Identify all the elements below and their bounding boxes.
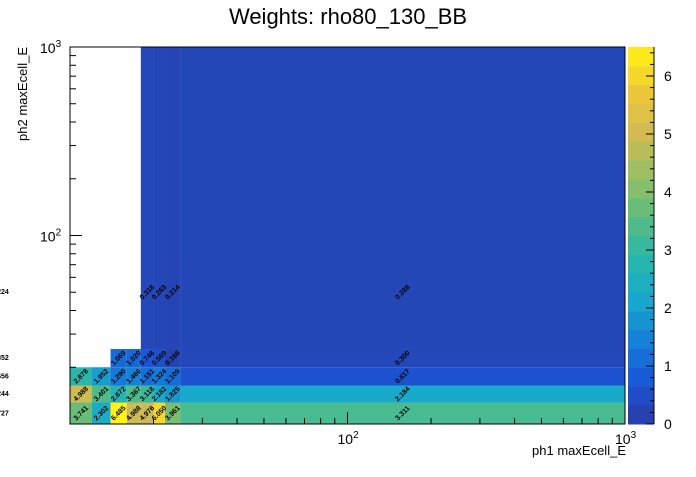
heatmap-cell: [165, 385, 181, 403]
colorbar-band: [628, 65, 654, 86]
x-tick-label: 102: [338, 430, 360, 447]
heatmap-cell: [153, 348, 166, 368]
ticks-layer: 102 103 102 103: [40, 39, 637, 447]
heatmap-cell: [165, 367, 181, 386]
cell-value-label: 0.352: [0, 355, 9, 362]
heatmap-cell: [70, 402, 92, 424]
colorbar-band: [628, 367, 654, 387]
chart-title: Weights: rho80_130_BB: [229, 4, 467, 29]
heatmap-cell: [110, 402, 127, 424]
colorbar-band: [628, 329, 654, 350]
colorbar-band: [628, 197, 654, 218]
cells-layer: [70, 47, 626, 424]
heatmap-cell: [140, 47, 154, 349]
heatmap-cell: [70, 385, 92, 403]
y-axis-title: ph2 maxEcell_E: [15, 47, 30, 141]
cell-value-label: 2.727: [0, 410, 9, 417]
heatmap-cell: [126, 348, 141, 368]
heatmap-cell: [165, 348, 181, 368]
heatmap-cell: [153, 385, 166, 403]
colorbar-band: [628, 292, 654, 312]
heatmap-cell: [165, 47, 181, 349]
colorbar-tick-label: 6: [664, 68, 672, 84]
colorbar-tick-label: 2: [664, 300, 672, 316]
heatmap-cell: [140, 385, 154, 403]
x-tick-label: 103: [615, 430, 637, 447]
heatmap-cell: [110, 385, 127, 403]
heatmap-cell: [153, 367, 166, 386]
colorbar-band: [628, 47, 654, 67]
heatmap-cell: [180, 348, 626, 368]
colorbar-band: [628, 178, 654, 199]
cell-value-label: 1.244: [0, 391, 9, 398]
heatmap-cell: [91, 402, 111, 424]
heatmap-cell: [153, 402, 166, 424]
colorbar-band: [628, 310, 654, 331]
colorbar-band: [628, 103, 654, 123]
heatmap-cell: [70, 367, 92, 386]
heatmap-cell: [126, 385, 141, 403]
y-tick-label: 102: [40, 228, 62, 245]
heatmap-cell: [110, 367, 127, 386]
colorbar-band: [628, 386, 654, 406]
colorbar-tick-label: 1: [664, 358, 672, 374]
colorbar: 0 1 2 3 4 5 6: [628, 47, 672, 432]
heatmap-cell: [140, 348, 154, 368]
colorbar-band: [628, 348, 654, 368]
colorbar-band: [628, 254, 654, 274]
heatmap-cell: [110, 348, 127, 368]
cell-value-label: 0.656: [0, 373, 9, 380]
heatmap-cell: [180, 402, 626, 424]
heatmap-cell: [91, 385, 111, 403]
heatmap-cell: [126, 367, 141, 386]
colorbar-tick-label: 4: [664, 184, 672, 200]
colorbar-band: [628, 273, 654, 293]
colorbar-band: [628, 160, 654, 180]
heatmap-cell: [91, 367, 111, 386]
heatmap-cell: [126, 402, 141, 424]
y-tick-label: 103: [40, 39, 62, 56]
heatmap-cell: [180, 367, 626, 386]
colorbar-band: [628, 141, 654, 161]
colorbar-tick-label: 5: [664, 126, 672, 142]
colorbar-tick-label: 0: [664, 416, 672, 432]
colorbar-band: [628, 216, 654, 236]
heatmap-cell: [180, 385, 626, 403]
colorbar-tick-label: 3: [664, 242, 672, 258]
x-axis-title: ph1 maxEcell_E: [532, 443, 626, 458]
heatmap-cell: [140, 367, 154, 386]
colorbar-band: [628, 122, 654, 142]
heatmap-cell: [180, 47, 626, 349]
colorbar-band: [628, 405, 654, 425]
heatmap-cell: [153, 47, 166, 349]
colorbar-band: [628, 84, 654, 105]
heatmap-cell: [165, 402, 181, 424]
cell-value-label: 0.224: [0, 289, 9, 296]
heatmap-cell: [140, 402, 154, 424]
